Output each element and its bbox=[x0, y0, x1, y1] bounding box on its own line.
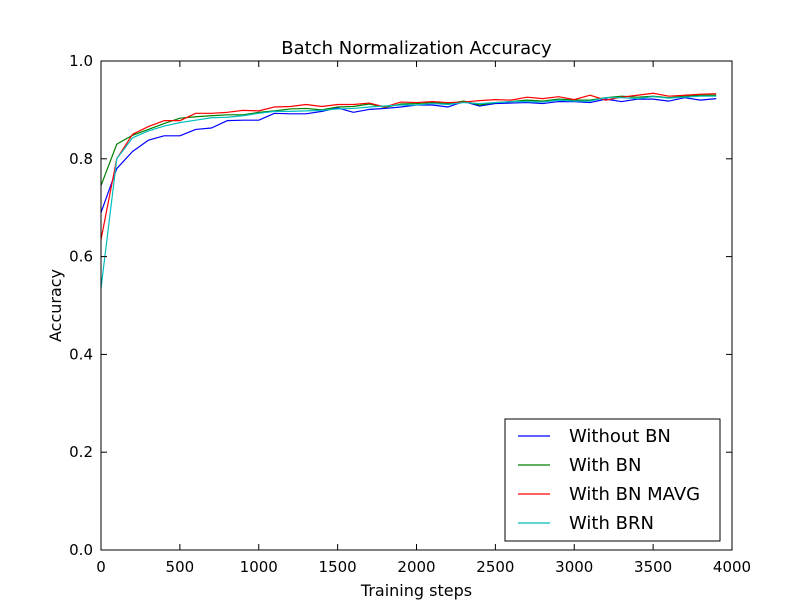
x-tick-label: 1500 bbox=[319, 558, 357, 576]
y-tick-label: 0.2 bbox=[69, 443, 93, 461]
x-tick-label: 0 bbox=[96, 558, 106, 576]
chart-title: Batch Normalization Accuracy bbox=[281, 38, 552, 59]
plot-frame bbox=[100, 60, 733, 551]
series-line-with-brn bbox=[100, 95, 717, 289]
y-tick-label: 0.0 bbox=[69, 541, 93, 559]
legend: Without BN With BN With BN MAVG With BRN bbox=[504, 418, 721, 542]
legend-label-with-bn-mavg: With BN MAVG bbox=[569, 484, 700, 505]
y-tick-label: 0.4 bbox=[69, 345, 93, 363]
x-tick-label: 3500 bbox=[634, 558, 672, 576]
axis-ticks: 0 500 1000 1500 2000 2500 3000 3500 4000 0.0 0.2 0.… bbox=[69, 52, 751, 576]
x-tick-label: 3000 bbox=[555, 558, 593, 576]
legend-label-without-bn: Without BN bbox=[569, 426, 671, 447]
y-tick-label: 0.6 bbox=[69, 248, 93, 266]
x-tick-label: 2000 bbox=[397, 558, 435, 576]
x-tick-label: 4000 bbox=[713, 558, 751, 576]
x-tick-label: 500 bbox=[166, 558, 195, 576]
y-axis-label: Accuracy bbox=[46, 269, 65, 342]
y-tick-label: 1.0 bbox=[69, 52, 93, 70]
series-line-with-bn-mavg bbox=[100, 92, 717, 240]
legend-frame bbox=[504, 418, 721, 542]
legend-label-with-brn: With BRN bbox=[569, 513, 654, 534]
series-line-without-bn bbox=[100, 97, 717, 213]
x-tick-label: 1000 bbox=[240, 558, 278, 576]
legend-label-with-bn: With BN bbox=[569, 455, 641, 476]
y-tick-label: 0.8 bbox=[69, 150, 93, 168]
x-tick-label: 2500 bbox=[476, 558, 514, 576]
x-axis-label: Training steps bbox=[360, 581, 472, 600]
series-line-with-bn bbox=[100, 94, 717, 186]
series-layer bbox=[100, 92, 717, 289]
